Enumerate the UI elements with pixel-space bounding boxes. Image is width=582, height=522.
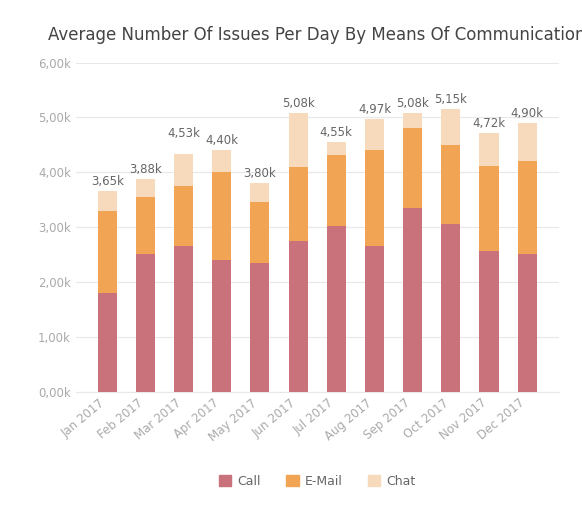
Bar: [212, 260, 231, 392]
Text: 4,90k: 4,90k: [511, 107, 544, 120]
Bar: [136, 179, 155, 197]
Bar: [98, 192, 117, 211]
Bar: [365, 150, 384, 246]
Bar: [480, 251, 499, 392]
Bar: [136, 255, 155, 392]
Bar: [327, 142, 346, 155]
Bar: [327, 226, 346, 392]
Bar: [517, 161, 537, 255]
Bar: [365, 246, 384, 392]
Text: 3,88k: 3,88k: [129, 163, 162, 176]
Bar: [289, 113, 308, 167]
Bar: [212, 172, 231, 260]
Text: 5,15k: 5,15k: [434, 93, 467, 106]
Bar: [441, 145, 460, 224]
Title: Average Number Of Issues Per Day By Means Of Communication: Average Number Of Issues Per Day By Mean…: [48, 27, 582, 44]
Bar: [441, 109, 460, 145]
Text: 5,08k: 5,08k: [282, 97, 314, 110]
Bar: [98, 210, 117, 293]
Text: 3,80k: 3,80k: [243, 167, 276, 180]
Bar: [517, 255, 537, 392]
Text: 4,55k: 4,55k: [320, 126, 353, 139]
Bar: [403, 128, 422, 208]
Bar: [327, 155, 346, 226]
Text: 4,53k: 4,53k: [167, 127, 200, 140]
Text: 4,40k: 4,40k: [205, 134, 238, 147]
Bar: [98, 293, 117, 392]
Bar: [480, 165, 499, 251]
Bar: [403, 113, 422, 128]
Bar: [136, 197, 155, 255]
Text: 4,72k: 4,72k: [473, 117, 506, 130]
Bar: [174, 186, 193, 246]
Bar: [289, 167, 308, 241]
Text: 3,65k: 3,65k: [91, 175, 123, 188]
Bar: [250, 263, 269, 392]
Bar: [365, 119, 384, 150]
Bar: [174, 246, 193, 392]
Bar: [403, 208, 422, 392]
Legend: Call, E-Mail, Chat: Call, E-Mail, Chat: [214, 470, 421, 493]
Bar: [174, 154, 193, 186]
Bar: [289, 241, 308, 392]
Bar: [212, 150, 231, 172]
Bar: [517, 123, 537, 161]
Bar: [250, 183, 269, 203]
Text: 5,08k: 5,08k: [396, 97, 429, 110]
Bar: [480, 133, 499, 165]
Bar: [250, 203, 269, 263]
Bar: [441, 224, 460, 392]
Text: 4,97k: 4,97k: [358, 103, 391, 116]
